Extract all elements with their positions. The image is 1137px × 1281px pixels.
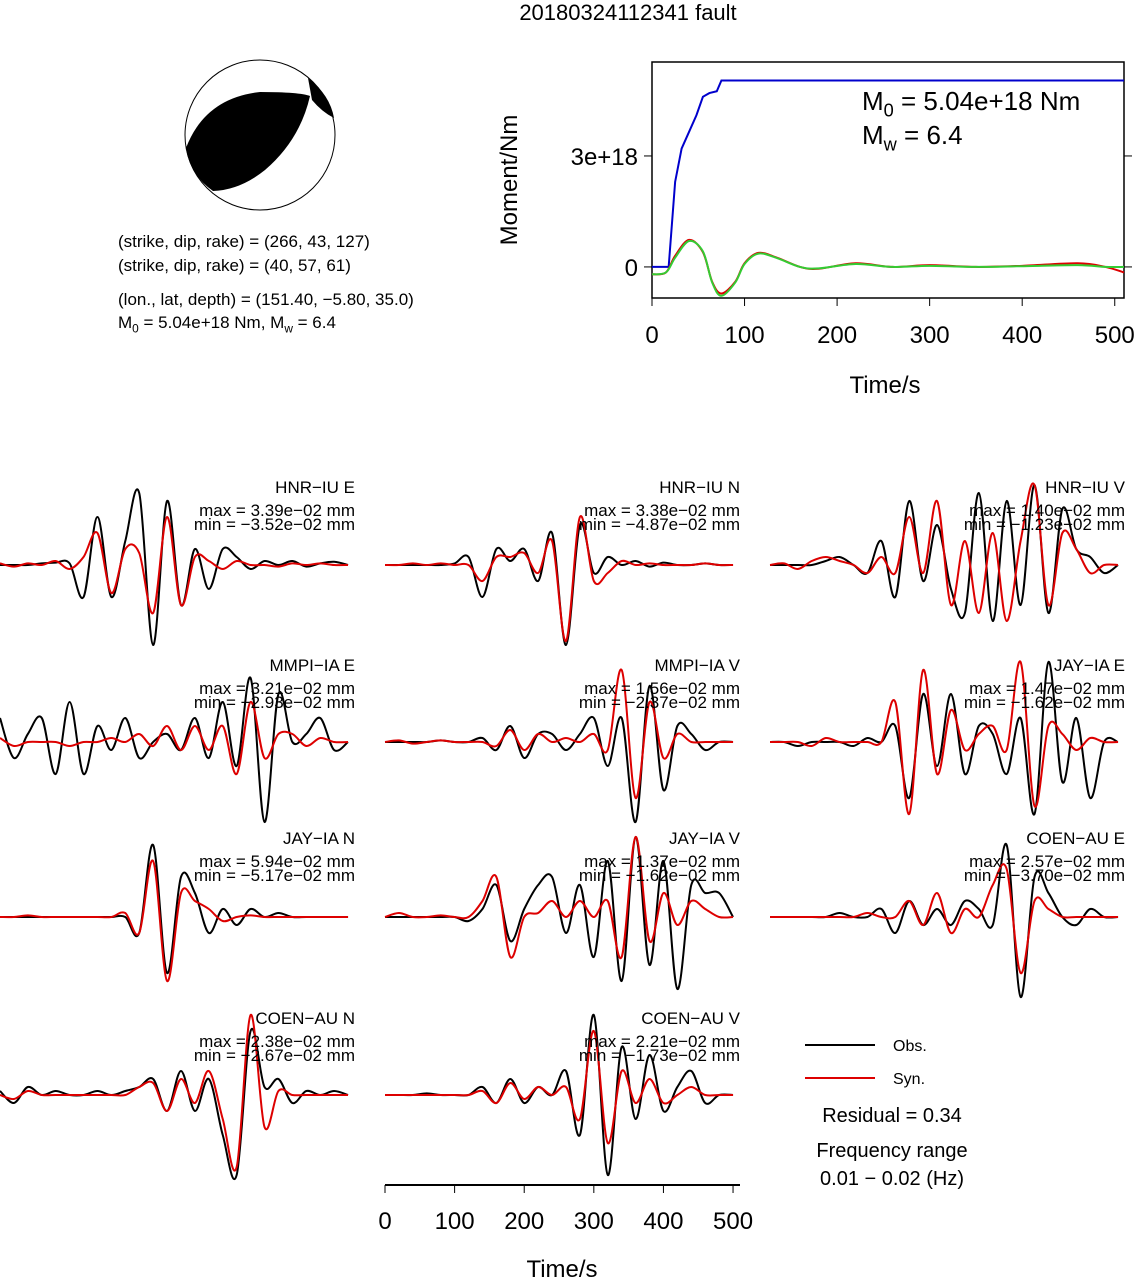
subscript: 0 bbox=[884, 101, 894, 121]
beachball bbox=[184, 59, 336, 211]
x-tick-label: 200 bbox=[817, 322, 857, 349]
max-label: max = 2.38e−02 mm bbox=[199, 1032, 355, 1051]
text-part: M bbox=[862, 86, 884, 116]
x-tick-label: 0 bbox=[378, 1208, 391, 1235]
y-tick-label: 0 bbox=[625, 255, 638, 282]
syn-trace bbox=[769, 482, 1119, 623]
max-label: max = 3.21e−02 mm bbox=[199, 679, 355, 698]
station-label: MMPI−IA E bbox=[270, 656, 356, 675]
max-label: max = 3.39e−02 mm bbox=[199, 501, 355, 520]
text-part: M bbox=[862, 120, 884, 150]
x-tick-label: 300 bbox=[910, 322, 950, 349]
annotation: Mw = 6.4 bbox=[862, 120, 963, 155]
x-tick-label: 400 bbox=[1002, 322, 1042, 349]
x-tick-label: 100 bbox=[435, 1208, 475, 1235]
text-part: = 5.04e+18 Nm bbox=[894, 86, 1080, 116]
station-label: JAY−IA E bbox=[1054, 656, 1125, 675]
text-part: = 6.4 bbox=[897, 120, 963, 150]
max-label: max = 1.40e−02 mm bbox=[969, 501, 1125, 520]
station-label: COEN−AU E bbox=[1026, 829, 1125, 848]
min-label: min = −1.23e−02 mm bbox=[964, 515, 1125, 534]
legend-label: Syn. bbox=[893, 1071, 925, 1088]
min-label: min = −3.52e−02 mm bbox=[194, 515, 355, 534]
note: Residual = 0.34 bbox=[822, 1105, 962, 1127]
mechanism-line: (strike, dip, rake) = (40, 57, 61) bbox=[118, 256, 351, 275]
min-label: min = −1.73e−02 mm bbox=[579, 1046, 740, 1065]
obs-trace bbox=[770, 842, 1119, 999]
plot-frame bbox=[651, 61, 1125, 299]
syn-trace bbox=[0, 700, 349, 776]
x-axis-label: Time/s bbox=[849, 372, 920, 399]
obs-trace bbox=[769, 660, 1119, 816]
max-label: max = 1.37e−02 mm bbox=[584, 852, 740, 871]
max-label: max = 2.57e−02 mm bbox=[969, 852, 1125, 871]
min-label: min = −1.62e−02 mm bbox=[964, 693, 1125, 712]
syn-trace bbox=[384, 668, 734, 800]
annotation: M0 = 5.04e+18 Nm bbox=[862, 86, 1080, 121]
series-line bbox=[652, 79, 1124, 268]
x-tick-label: 300 bbox=[574, 1208, 614, 1235]
min-label: min = −3.70e−02 mm bbox=[964, 866, 1125, 885]
x-tick-label: 500 bbox=[1095, 322, 1135, 349]
max-label: max = 2.21e−02 mm bbox=[584, 1032, 740, 1051]
min-label: min = −1.62e−02 mm bbox=[579, 866, 740, 885]
max-label: max = 1.56e−02 mm bbox=[584, 679, 740, 698]
mechanism-moment: M0 = 5.04e+18 Nm, Mw = 6.4 bbox=[118, 313, 336, 335]
min-label: min = −2.37e−02 mm bbox=[579, 693, 740, 712]
station-label: MMPI−IA V bbox=[655, 656, 741, 675]
station-label: HNR−IU E bbox=[275, 478, 355, 497]
obs-trace bbox=[0, 1027, 349, 1180]
legend-label: Obs. bbox=[893, 1038, 927, 1055]
note: 0.01 − 0.02 (Hz) bbox=[820, 1168, 964, 1190]
max-label: max = 3.38e−02 mm bbox=[584, 501, 740, 520]
syn-trace bbox=[0, 859, 349, 983]
figure-title: 20180324112341 fault bbox=[519, 0, 736, 25]
station-label: JAY−IA V bbox=[669, 829, 741, 848]
obs-trace bbox=[384, 522, 734, 647]
obs-trace bbox=[0, 488, 349, 647]
max-label: max = 1.47e−02 mm bbox=[969, 679, 1125, 698]
text-part: = 5.04e+18 Nm, M bbox=[139, 313, 285, 332]
syn-trace bbox=[384, 1029, 734, 1145]
syn-trace bbox=[0, 1013, 349, 1172]
text-part: = 6.4 bbox=[293, 313, 336, 332]
min-label: min = −2.67e−02 mm bbox=[194, 1046, 355, 1065]
min-label: min = −5.17e−02 mm bbox=[194, 866, 355, 885]
station-label: JAY−IA N bbox=[283, 829, 355, 848]
x-tick-label: 100 bbox=[725, 322, 765, 349]
station-label: HNR−IU N bbox=[659, 478, 740, 497]
min-label: min = −4.87e−02 mm bbox=[579, 515, 740, 534]
y-axis-label: Moment/Nm bbox=[496, 115, 523, 246]
y-tick-label: 3e+18 bbox=[571, 144, 638, 171]
station-label: COEN−AU V bbox=[641, 1009, 740, 1028]
syn-trace bbox=[384, 835, 734, 960]
mechanism-line: (lon., lat, depth) = (151.40, −5.80, 35.… bbox=[118, 290, 414, 309]
syn-trace bbox=[384, 515, 734, 643]
x-axis-label: Time/s bbox=[526, 1256, 597, 1281]
subscript: w bbox=[883, 135, 898, 155]
series-line bbox=[651, 239, 1125, 297]
syn-trace bbox=[770, 863, 1119, 975]
syn-trace bbox=[0, 515, 349, 615]
note: Frequency range bbox=[816, 1140, 967, 1162]
subscript: w bbox=[283, 321, 293, 335]
min-label: min = −2.93e−02 mm bbox=[194, 693, 355, 712]
max-label: max = 5.94e−02 mm bbox=[199, 852, 355, 871]
subscript: 0 bbox=[132, 321, 139, 335]
x-tick-label: 400 bbox=[643, 1208, 683, 1235]
mechanism-line: (strike, dip, rake) = (266, 43, 127) bbox=[118, 232, 370, 251]
text-part: M bbox=[118, 313, 132, 332]
station-label: COEN−AU N bbox=[255, 1009, 355, 1028]
station-label: HNR−IU V bbox=[1045, 478, 1125, 497]
x-tick-label: 200 bbox=[504, 1208, 544, 1235]
x-tick-label: 0 bbox=[645, 322, 658, 349]
x-tick-label: 500 bbox=[713, 1208, 753, 1235]
syn-trace bbox=[769, 660, 1119, 816]
